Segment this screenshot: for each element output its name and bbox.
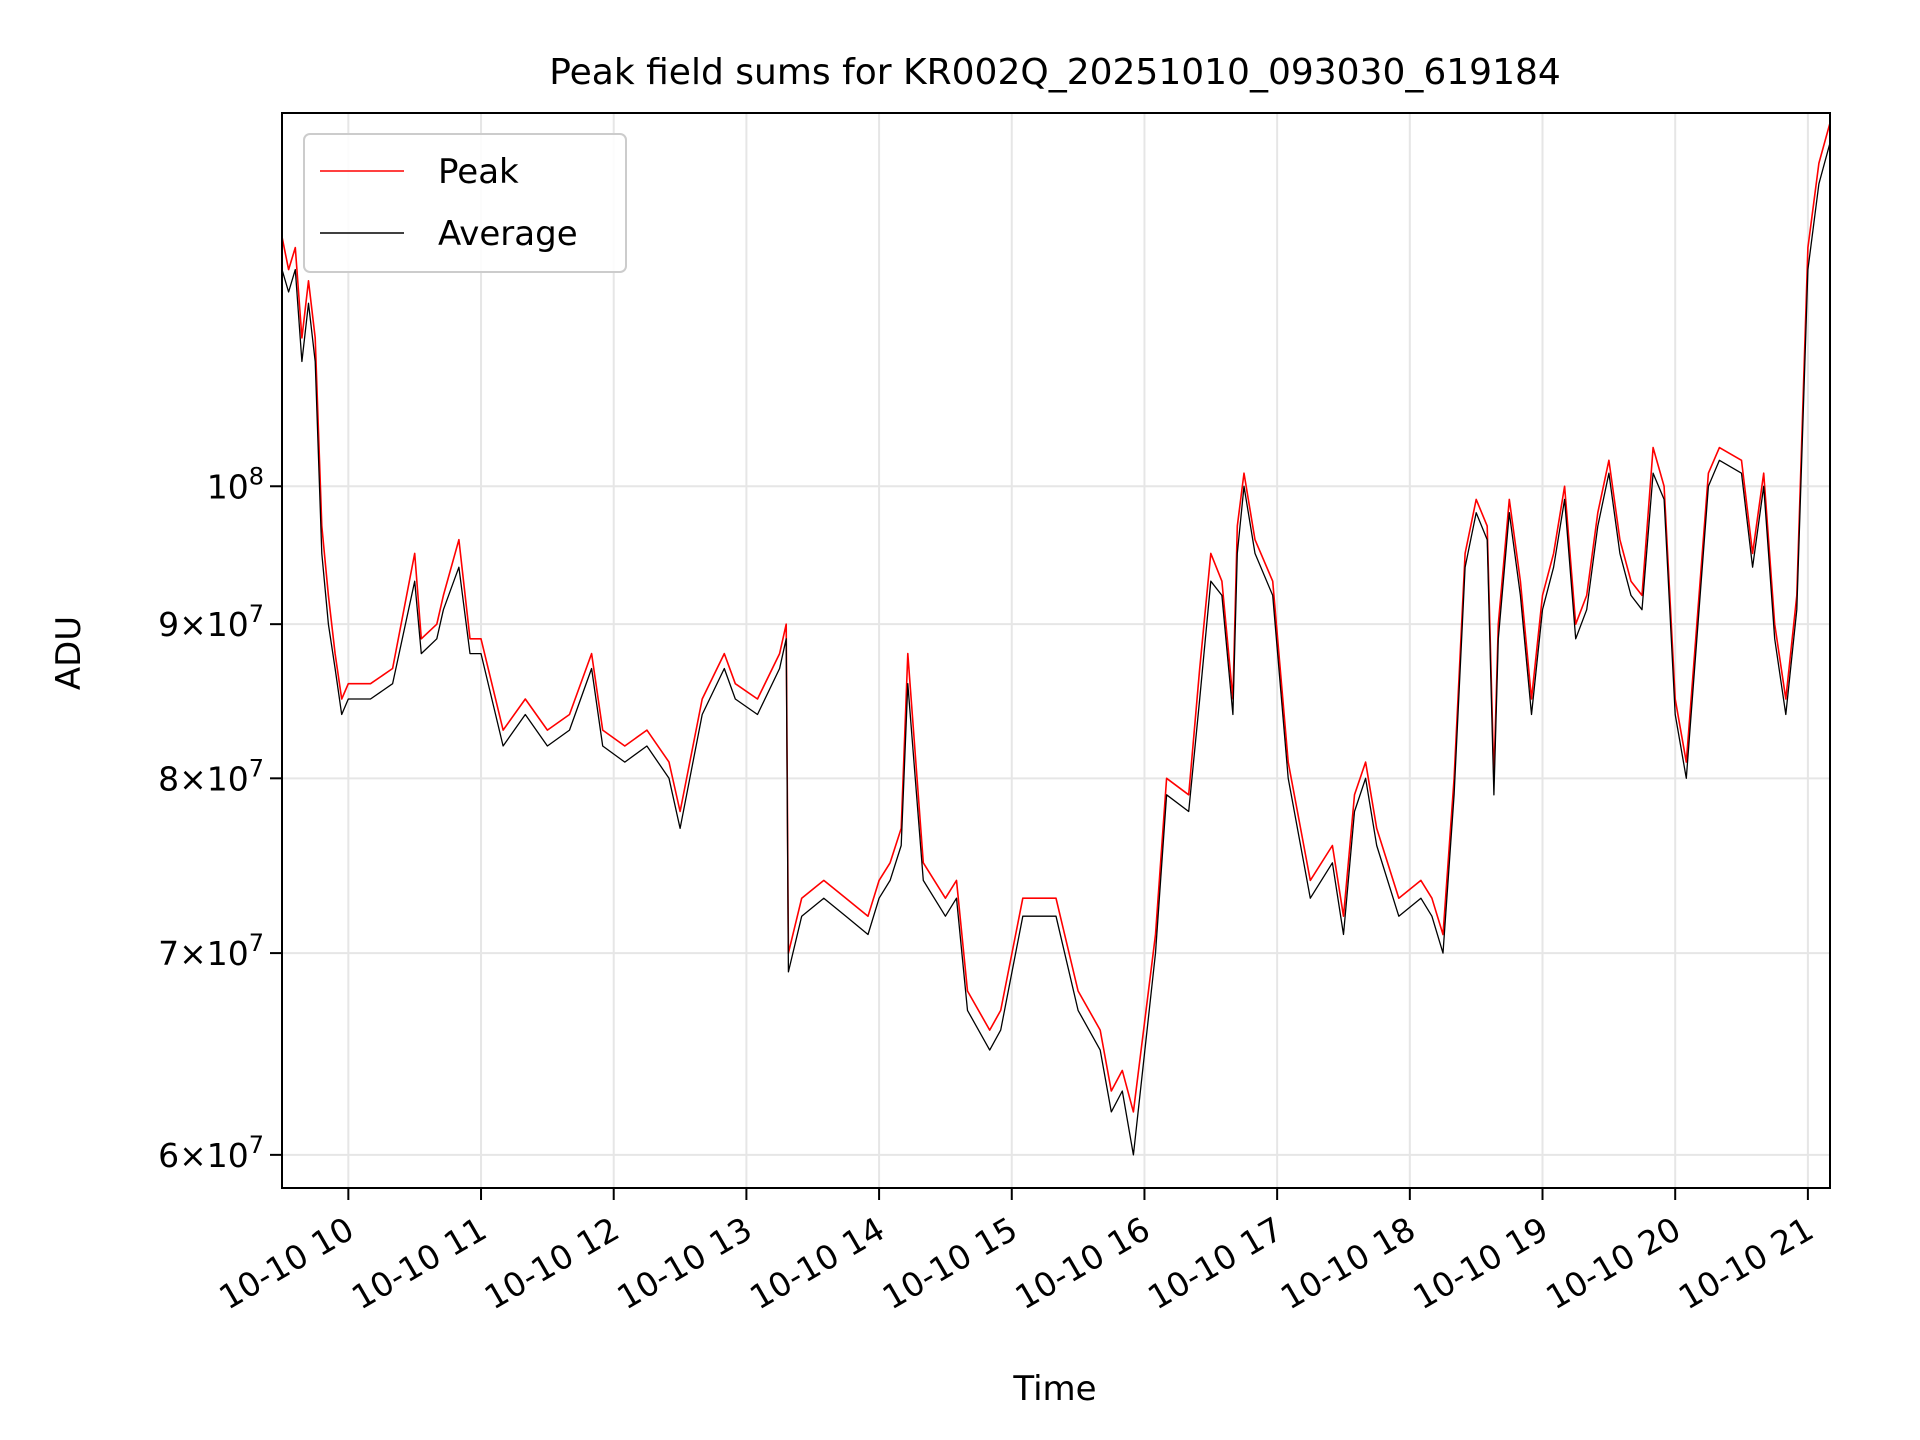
legend-peak-label: Peak [438, 152, 519, 192]
legend-average-label: Average [438, 214, 578, 254]
y-tick-label: 6×107 [158, 1131, 264, 1175]
y-axis-label: ADU [49, 616, 89, 690]
y-tick-label: 8×107 [158, 754, 264, 798]
grid [282, 113, 1830, 1188]
y-tick-label: 108 [207, 462, 264, 506]
plot-frame [281, 112, 1831, 1189]
legend: Peak Average [303, 133, 627, 273]
series-line-peak [281, 122, 1831, 1113]
legend-box [303, 133, 627, 273]
series-layer [281, 122, 1831, 1156]
y-axis: 6×107 7×107 8×107 9×107 108 [158, 462, 282, 1175]
chart-title: Peak field sums for KR002Q_20251010_0930… [549, 52, 1561, 93]
y-tick-label: 7×107 [158, 929, 264, 973]
series-line-average [281, 142, 1831, 1156]
x-axis-label: Time [1012, 1369, 1096, 1409]
y-tick-label: 9×107 [158, 600, 264, 644]
